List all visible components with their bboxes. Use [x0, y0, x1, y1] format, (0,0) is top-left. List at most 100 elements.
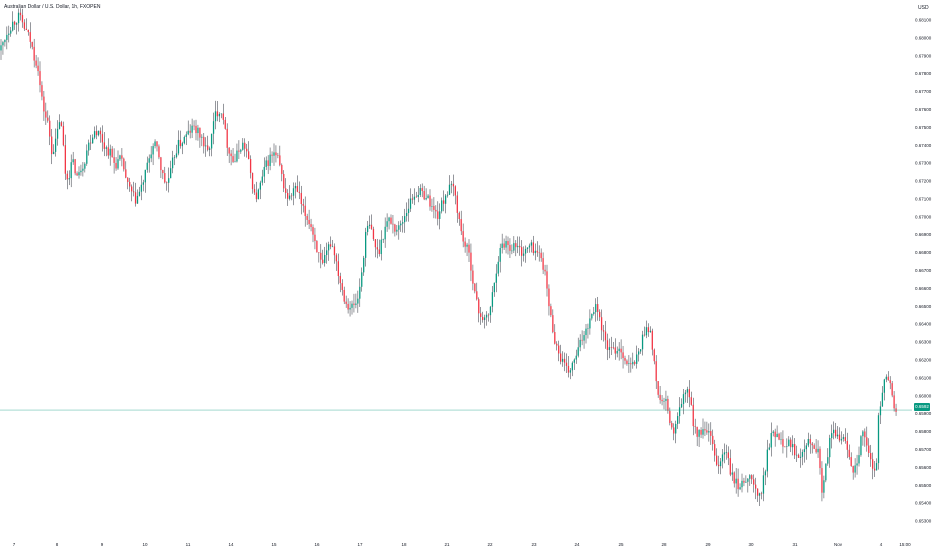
candle-body-96: [187, 130, 189, 135]
candle-body-4: [8, 33, 10, 35]
candle-body-70: [136, 195, 139, 204]
candle-body-34: [66, 173, 68, 180]
candle-body-73: [142, 182, 144, 185]
candle-body-449: [875, 463, 878, 471]
candle-body-239: [466, 244, 468, 247]
candle-body-210: [409, 198, 412, 209]
y-tick-label-25: 0.65600: [915, 465, 932, 470]
candle-body-400: [780, 439, 782, 440]
candle-body-56: [109, 148, 111, 156]
candle-body-67: [131, 186, 133, 192]
candle-body-274: [534, 250, 536, 254]
candle-body-331: [645, 327, 648, 336]
candle-body-88: [171, 157, 174, 169]
candle-body-141: [275, 152, 277, 156]
candle-body-27: [53, 151, 55, 155]
candle-body-278: [542, 258, 544, 270]
candle-body-203: [396, 229, 398, 232]
candle-body-321: [626, 360, 628, 364]
candle-body-173: [337, 261, 339, 277]
candle-body-82: [160, 157, 162, 171]
candle-body-39: [76, 173, 78, 176]
candle-body-394: [768, 447, 770, 450]
candle-body-63: [123, 158, 125, 170]
candle-body-346: [675, 423, 677, 434]
candle-body-261: [509, 245, 511, 251]
candle-body-453: [883, 379, 885, 393]
candle-body-130: [253, 189, 256, 193]
candle-body-57: [111, 148, 113, 158]
candle-body-258: [503, 243, 505, 248]
candle-body-414: [807, 439, 809, 446]
candle-body-393: [766, 449, 768, 472]
candle-body-373: [727, 452, 729, 459]
candle-body-184: [359, 286, 361, 299]
candle-body-23: [45, 111, 47, 118]
candle-body-253: [493, 282, 495, 293]
candle-body-413: [805, 445, 807, 450]
candle-body-186: [363, 257, 365, 273]
candle-body-245: [478, 299, 480, 314]
candle-body-266: [519, 245, 521, 248]
price-axis[interactable]: 0.68100 0.68000 0.67900 0.67800 0.67700 0.676…: [915, 18, 932, 524]
candle-body-19: [37, 65, 39, 72]
candle-body-197: [384, 226, 386, 240]
candle-body-65: [127, 177, 129, 182]
candle-body-257: [501, 243, 503, 248]
x-tick-label-10: 21: [444, 542, 450, 547]
x-tick-label-16: 29: [705, 542, 711, 547]
candle-body-89: [173, 157, 176, 158]
candle-body-87: [170, 168, 172, 179]
candle-body-349: [680, 403, 683, 408]
candle-body-13: [25, 28, 27, 30]
candle-body-375: [731, 472, 733, 475]
candle-body-101: [197, 127, 199, 134]
candle-body-69: [134, 192, 137, 204]
candle-body-134: [261, 176, 263, 183]
y-tick-label-28: 0.65300: [915, 519, 932, 524]
candle-body-282: [550, 306, 552, 316]
candle-body-365: [712, 435, 714, 445]
candle-body-133: [259, 182, 261, 190]
candle-body-188: [366, 225, 369, 232]
candle-body-172: [335, 255, 338, 262]
candle-body-244: [476, 291, 478, 300]
candle-body-443: [864, 431, 866, 438]
candle-body-380: [741, 480, 743, 488]
candle-body-309: [602, 330, 605, 332]
candle-body-360: [702, 429, 704, 435]
candle-body-268: [522, 253, 525, 256]
candle-body-100: [195, 125, 197, 134]
candle-body-294: [573, 359, 575, 363]
candle-body-26: [51, 136, 53, 155]
candle-body-424: [827, 457, 829, 464]
candle-body-61: [119, 155, 121, 160]
candle-body-305: [595, 304, 597, 313]
candle-body-1: [2, 42, 4, 46]
candle-body-189: [368, 224, 371, 226]
candle-body-95: [185, 134, 187, 137]
candle-body-205: [400, 223, 402, 226]
y-tick-label-1: 0.68000: [915, 35, 932, 40]
candle-body-437: [852, 466, 854, 473]
candle-body-222: [433, 206, 435, 210]
candle-body-18: [35, 60, 37, 66]
candle-body-144: [281, 164, 283, 174]
candle-body-192: [374, 239, 377, 248]
y-tick-label-21: 0.66000: [915, 393, 932, 398]
candle-body-379: [739, 487, 741, 490]
candle-body-112: [218, 114, 221, 117]
time-axis[interactable]: 7 8 9 10 11 14 15 16 17 18 21 22 23 24 25 28 29 30 31 Nov 4 1…: [13, 542, 911, 547]
candle-body-455: [887, 376, 889, 381]
y-tick-label-23: 0.65800: [915, 429, 932, 434]
candle-body-149: [290, 195, 293, 197]
candle-body-314: [612, 347, 614, 349]
candle-body-66: [129, 181, 131, 187]
candle-body-246: [480, 313, 482, 317]
candle-body-292: [569, 370, 572, 373]
candle-body-416: [811, 443, 813, 446]
candle-body-445: [868, 445, 870, 454]
candle-body-411: [801, 451, 804, 457]
candle-body-439: [856, 463, 858, 466]
